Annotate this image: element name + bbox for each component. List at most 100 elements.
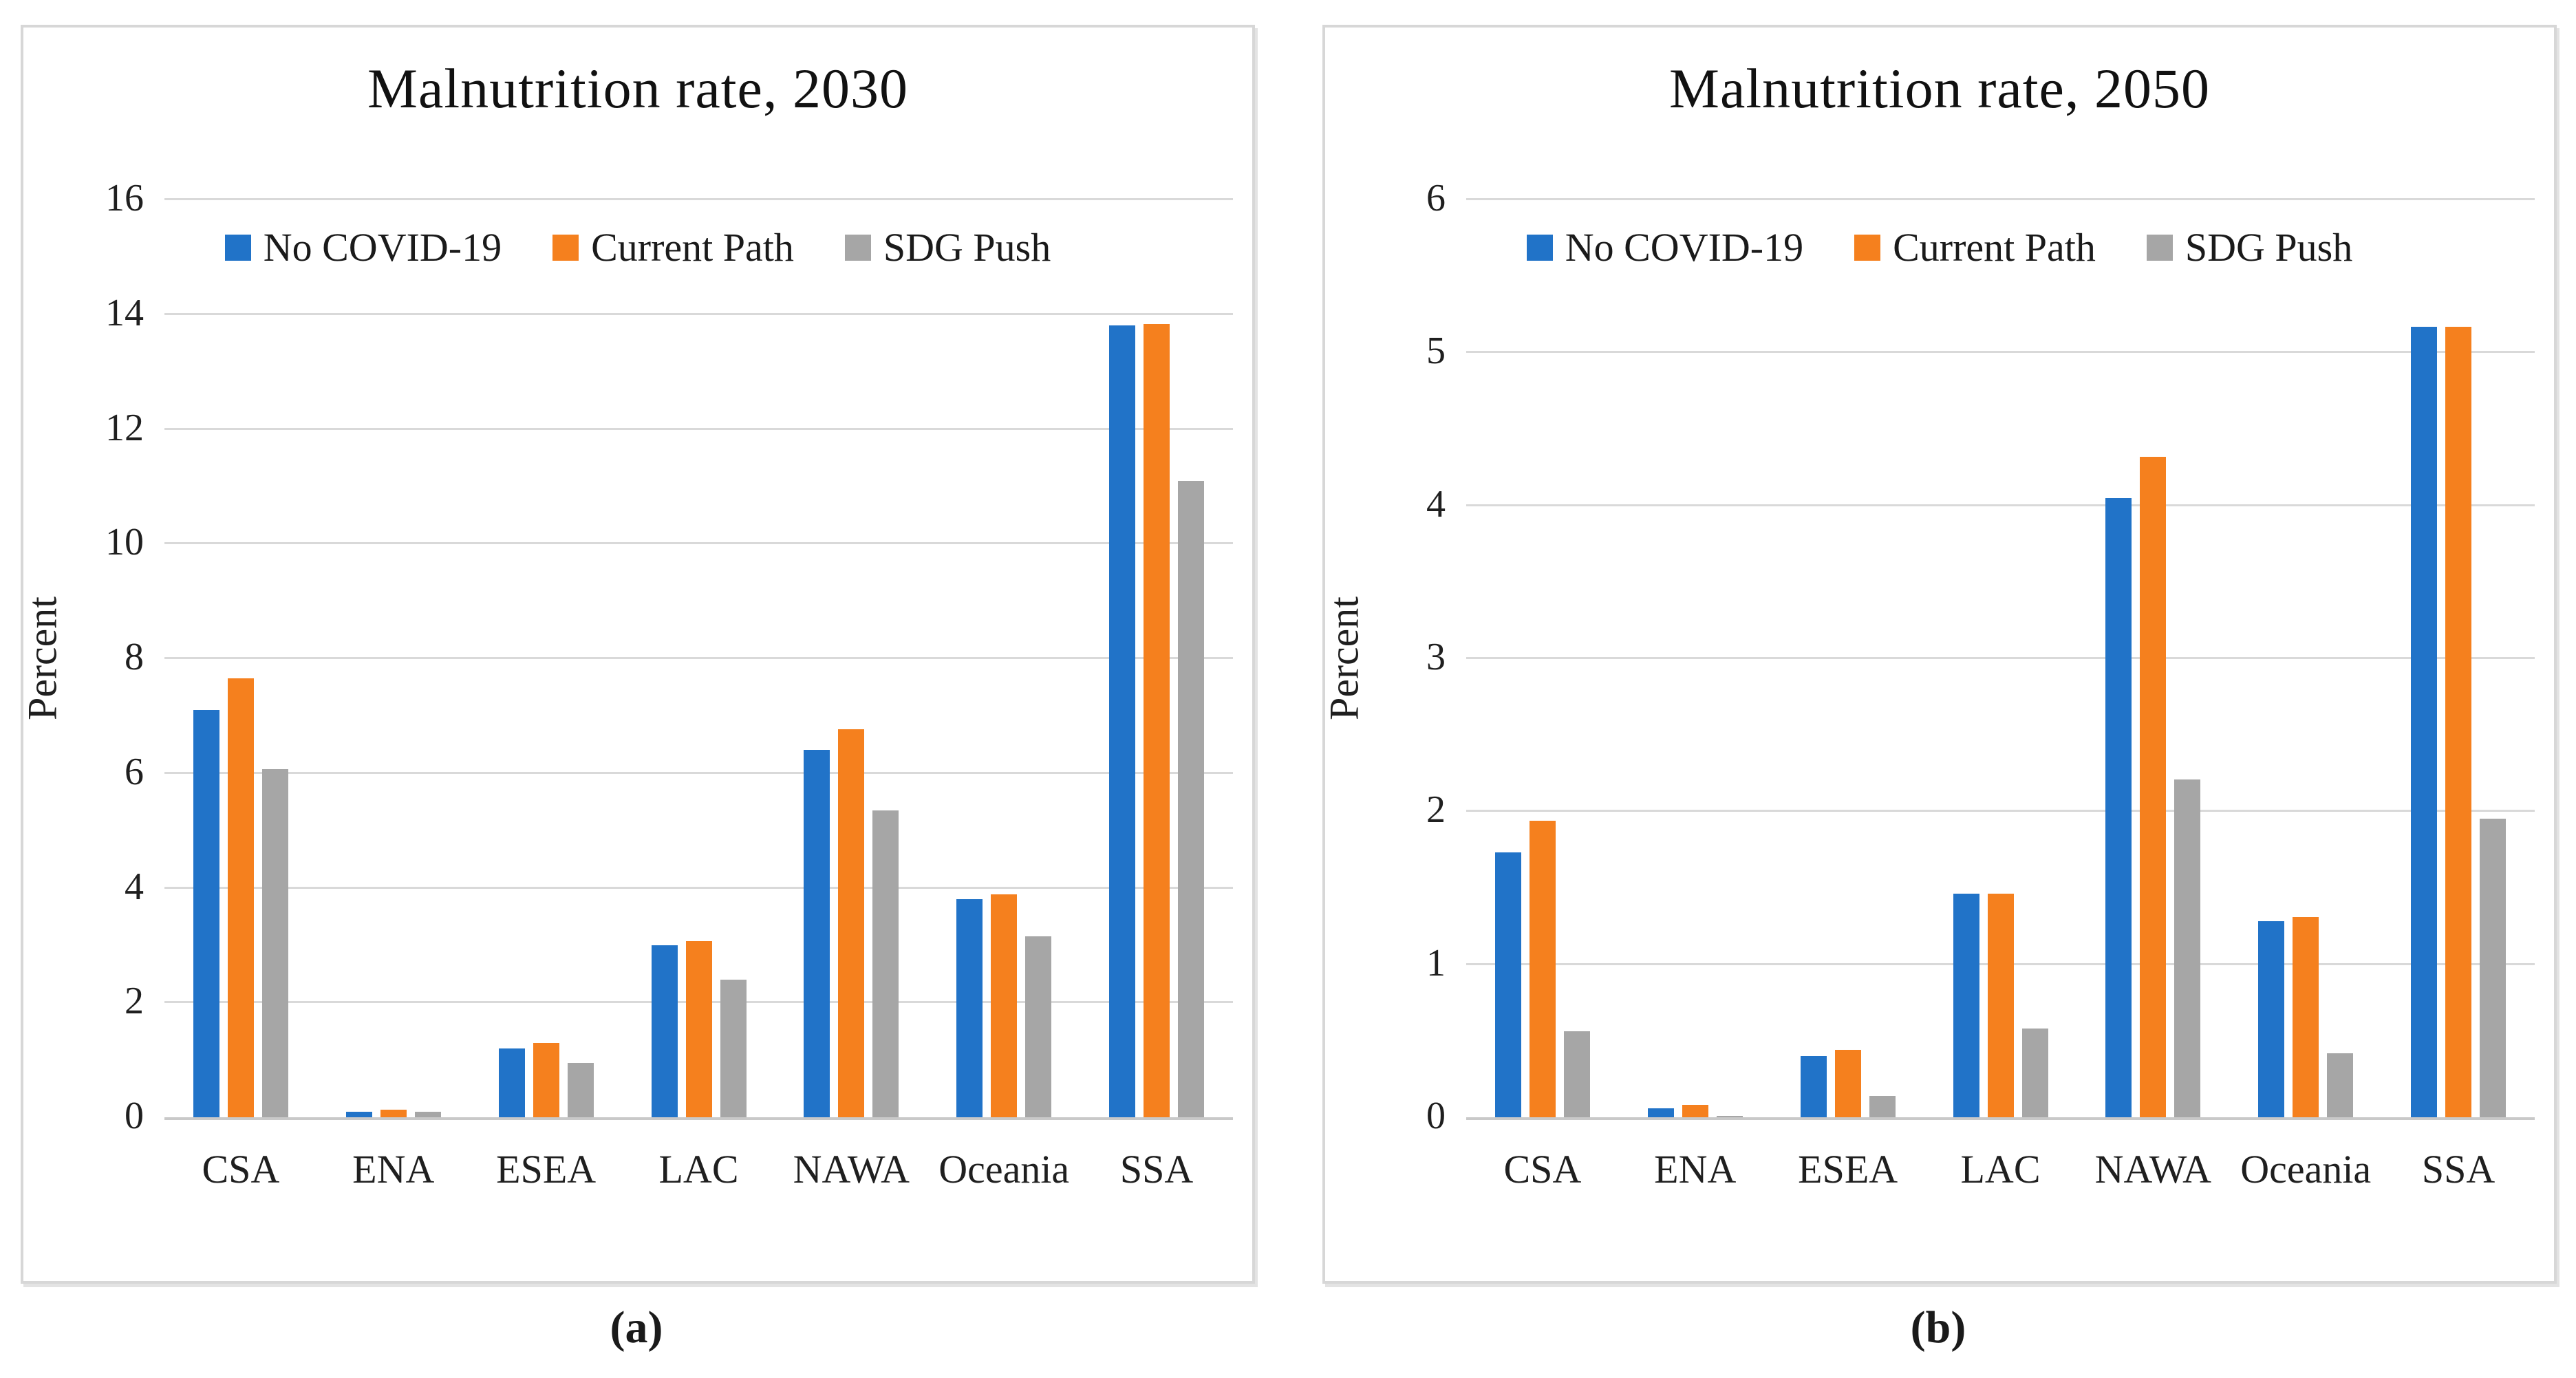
bar-current-path-esea xyxy=(533,1043,559,1117)
gridline xyxy=(1466,504,2535,506)
x-category-label: CSA xyxy=(1503,1147,1582,1192)
bar-no-covid-19-oceania xyxy=(2258,921,2285,1117)
legend-item-current-path: Current Path xyxy=(552,224,794,270)
bar-no-covid-19-lac xyxy=(1953,894,1979,1117)
legend-swatch-current-path-icon xyxy=(552,234,579,261)
x-category-label: LAC xyxy=(658,1147,739,1192)
y-tick-label: 3 xyxy=(1426,636,1446,678)
legend-label-no-covid-19: No COVID-19 xyxy=(1565,225,1804,270)
bar-current-path-ena xyxy=(1682,1105,1708,1117)
y-tick-label: 2 xyxy=(125,980,144,1023)
bar-sdg-push-lac xyxy=(2021,1029,2048,1117)
legend-swatch-current-path-icon xyxy=(1854,234,1881,261)
gridline xyxy=(1466,198,2535,200)
gridline xyxy=(164,657,1233,659)
bar-current-path-oceania xyxy=(2293,917,2319,1117)
bar-sdg-push-esea xyxy=(567,1063,594,1117)
gridline xyxy=(1466,657,2535,659)
bar-current-path-lac xyxy=(685,941,712,1117)
legend-swatch-sdg-push-icon xyxy=(844,234,871,261)
y-tick-label: 0 xyxy=(1426,1095,1446,1137)
caption-b: (b) xyxy=(1910,1302,1966,1353)
bar-sdg-push-nawa xyxy=(872,810,899,1117)
gridline xyxy=(164,542,1233,545)
bar-no-covid-19-nawa xyxy=(804,750,830,1117)
bar-no-covid-19-lac xyxy=(651,945,678,1117)
x-category-label: SSA xyxy=(1119,1147,1194,1192)
bar-sdg-push-ssa xyxy=(1178,481,1205,1117)
caption-a: (a) xyxy=(610,1302,663,1353)
bar-sdg-push-oceania xyxy=(2327,1053,2354,1117)
bar-no-covid-19-nawa xyxy=(2105,498,2132,1117)
bar-no-covid-19-csa xyxy=(1494,852,1521,1117)
plot-area-2050 xyxy=(1466,198,2535,1120)
bar-current-path-csa xyxy=(1529,821,1556,1117)
bar-no-covid-19-ssa xyxy=(2411,327,2438,1117)
y-tick-label: 6 xyxy=(1426,177,1446,219)
legend-label-sdg-push: SDG Push xyxy=(2185,225,2353,270)
y-tick-label: 14 xyxy=(105,291,144,334)
bar-no-covid-19-ena xyxy=(345,1112,372,1117)
bar-no-covid-19-esea xyxy=(1800,1056,1827,1117)
legend-item-current-path: Current Path xyxy=(1854,224,2096,270)
x-category-label: ESEA xyxy=(496,1147,597,1192)
legend-item-sdg-push: SDG Push xyxy=(2146,224,2353,270)
x-category-label: LAC xyxy=(1960,1147,2041,1192)
x-category-label: CSA xyxy=(202,1147,280,1192)
gridline xyxy=(164,427,1233,430)
x-category-label: ENA xyxy=(1654,1147,1737,1192)
legend-2050: No COVID-19 Current Path SDG Push xyxy=(1325,224,2554,270)
bar-current-path-ena xyxy=(380,1110,407,1117)
bar-sdg-push-csa xyxy=(261,769,288,1117)
x-category-label: ESEA xyxy=(1798,1147,1898,1192)
y-tick-label: 12 xyxy=(105,406,144,449)
y-tick-label: 4 xyxy=(1426,482,1446,526)
bar-current-path-nawa xyxy=(2140,457,2167,1117)
bar-current-path-ssa xyxy=(2445,327,2472,1117)
plot-area-2030 xyxy=(164,198,1233,1120)
y-tick-label: 0 xyxy=(125,1095,144,1137)
bar-no-covid-19-oceania xyxy=(956,899,983,1117)
bar-current-path-csa xyxy=(227,678,254,1117)
legend-swatch-no-covid-19-icon xyxy=(1526,234,1553,261)
legend-label-current-path: Current Path xyxy=(591,225,794,270)
bar-no-covid-19-ssa xyxy=(1109,325,1136,1117)
bar-no-covid-19-esea xyxy=(498,1048,525,1117)
bar-sdg-push-ena xyxy=(1716,1116,1743,1117)
y-tick-label: 6 xyxy=(125,750,144,793)
bar-current-path-nawa xyxy=(838,729,865,1117)
bar-sdg-push-oceania xyxy=(1025,936,1052,1117)
y-tick-label: 16 xyxy=(105,177,144,219)
y-tick-label: 2 xyxy=(1426,788,1446,832)
bar-current-path-ssa xyxy=(1144,324,1170,1117)
legend-label-no-covid-19: No COVID-19 xyxy=(263,225,502,270)
y-tick-label: 4 xyxy=(125,865,144,908)
gridline xyxy=(164,312,1233,315)
x-category-label: NAWA xyxy=(793,1147,910,1192)
bar-sdg-push-esea xyxy=(1869,1096,1896,1117)
y-tick-label: 10 xyxy=(105,521,144,564)
chart-title-2030: Malnutrition rate, 2030 xyxy=(367,57,908,120)
gridline xyxy=(164,198,1233,200)
legend-swatch-no-covid-19-icon xyxy=(224,234,251,261)
gridline xyxy=(164,771,1233,774)
x-category-label: SSA xyxy=(2421,1147,2496,1192)
y-tick-label: 8 xyxy=(125,636,144,678)
y-tick-label: 1 xyxy=(1426,941,1446,984)
bar-current-path-esea xyxy=(1834,1050,1861,1117)
bar-no-covid-19-ena xyxy=(1647,1108,1674,1117)
gridline xyxy=(164,886,1233,889)
x-category-label: Oceania xyxy=(938,1147,1070,1192)
x-category-label: Oceania xyxy=(2240,1147,2372,1192)
bar-sdg-push-ena xyxy=(414,1112,441,1117)
bar-sdg-push-csa xyxy=(1563,1031,1590,1117)
chart-panel-2050: Malnutrition rate, 2050 No COVID-19 Curr… xyxy=(1322,25,2557,1284)
legend-item-no-covid-19: No COVID-19 xyxy=(1526,224,1804,270)
legend-item-sdg-push: SDG Push xyxy=(844,224,1051,270)
bar-sdg-push-nawa xyxy=(2174,779,2201,1117)
x-category-label: ENA xyxy=(352,1147,435,1192)
legend-swatch-sdg-push-icon xyxy=(2146,234,2173,261)
bar-sdg-push-ssa xyxy=(2480,819,2507,1117)
legend-label-sdg-push: SDG Push xyxy=(883,225,1051,270)
